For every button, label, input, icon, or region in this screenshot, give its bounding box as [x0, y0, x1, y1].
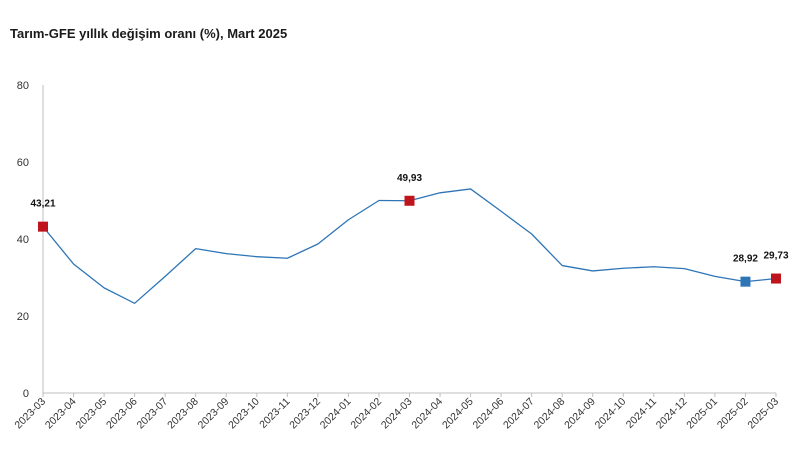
data-point-marker — [38, 221, 48, 232]
data-point-marker — [740, 276, 751, 287]
x-tick-label: 2023-05 — [73, 396, 109, 432]
x-tick-label: 2023-04 — [43, 396, 79, 432]
y-tick-label: 0 — [23, 388, 29, 400]
data-label: 29,73 — [763, 251, 788, 262]
x-tick-label: 2024-05 — [440, 396, 476, 432]
x-tick-label: 2024-07 — [501, 396, 537, 432]
x-tick-label: 2025-02 — [715, 396, 751, 432]
x-tick-label: 2025-03 — [745, 396, 781, 432]
x-tick-label: 2025-01 — [684, 396, 720, 432]
x-tick-label: 2024-06 — [471, 396, 507, 432]
x-tick-label: 2024-09 — [562, 396, 598, 432]
x-tick-label: 2023-03 — [12, 396, 48, 432]
y-tick-label: 20 — [17, 311, 29, 323]
x-tick-label: 2023-06 — [104, 396, 140, 432]
x-tick-label: 2023-10 — [226, 396, 262, 432]
data-label: 28,92 — [733, 254, 758, 265]
x-tick-label: 2024-04 — [409, 396, 445, 432]
x-tick-label: 2023-12 — [287, 396, 323, 432]
data-point-marker — [771, 273, 781, 284]
data-label: 49,93 — [397, 173, 422, 184]
x-tick-label: 2023-08 — [165, 396, 201, 432]
data-point-marker — [404, 195, 415, 206]
y-tick-label: 40 — [17, 234, 29, 246]
x-tick-label: 2024-12 — [654, 396, 690, 432]
chart-title: Tarım-GFE yıllık değişim oranı (%), Mart… — [10, 26, 288, 41]
x-tick-label: 2024-11 — [624, 396, 659, 431]
x-tick-label: 2024-01 — [318, 396, 354, 432]
x-tick-label: 2023-11 — [257, 396, 292, 431]
y-tick-label: 60 — [17, 157, 29, 169]
x-tick-label: 2024-10 — [593, 396, 629, 432]
x-tick-label: 2023-09 — [196, 396, 232, 432]
x-tick-label: 2024-03 — [379, 396, 415, 432]
x-tick-label: 2024-08 — [532, 396, 568, 432]
series-line — [42, 188, 777, 304]
data-label: 43,21 — [30, 199, 55, 210]
y-tick-label: 80 — [17, 80, 29, 92]
x-tick-label: 2023-07 — [135, 396, 171, 432]
x-tick-label: 2024-02 — [348, 396, 384, 432]
